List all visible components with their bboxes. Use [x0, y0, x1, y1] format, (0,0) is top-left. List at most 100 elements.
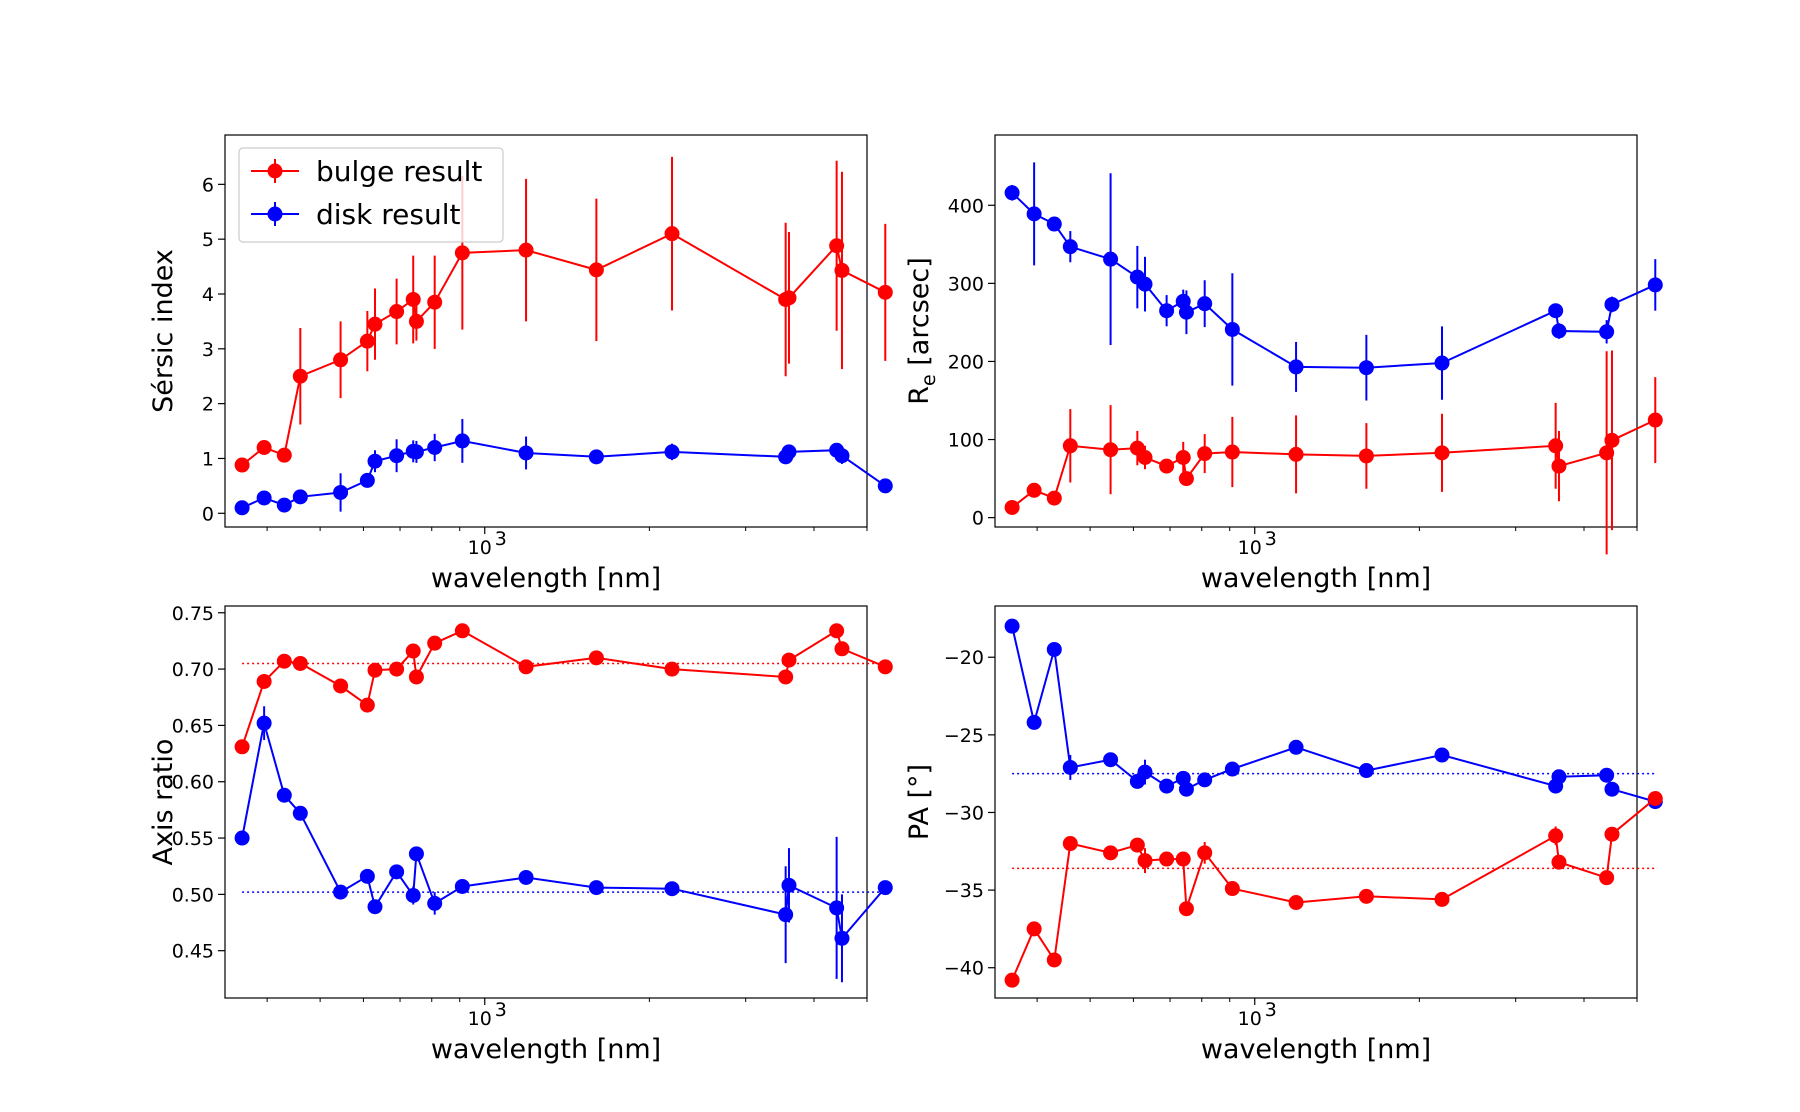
- data-point-disk: [781, 444, 797, 460]
- data-point-bulge: [292, 655, 308, 671]
- data-point-bulge: [1434, 445, 1450, 461]
- data-point-disk: [1288, 739, 1304, 755]
- data-point-disk: [1137, 764, 1153, 780]
- data-point-disk: [1358, 360, 1374, 376]
- data-point-disk: [389, 864, 405, 880]
- data-point-bulge: [1046, 490, 1062, 506]
- y-tick-label: 300: [948, 273, 984, 295]
- data-point-bulge: [389, 304, 405, 320]
- data-point-disk: [834, 930, 850, 946]
- y-axis-label-subscript: e: [918, 374, 940, 386]
- data-point-disk: [276, 497, 292, 513]
- y-tick-label: 0.65: [172, 715, 214, 737]
- data-point-bulge: [408, 669, 424, 685]
- data-point-disk: [427, 895, 443, 911]
- data-point-bulge: [1197, 446, 1213, 462]
- data-point-disk: [1159, 303, 1175, 319]
- y-tick-label: 200: [948, 351, 984, 373]
- legend-label-disk: disk result: [316, 198, 460, 231]
- x-axis-label: wavelength [nm]: [1201, 563, 1431, 594]
- data-point-disk: [234, 500, 250, 516]
- data-point-bulge: [1358, 448, 1374, 464]
- y-tick-label: 100: [948, 430, 984, 452]
- data-point-disk: [454, 878, 470, 894]
- data-point-bulge: [781, 290, 797, 306]
- data-point-disk: [333, 884, 349, 900]
- data-point-bulge: [1137, 450, 1153, 466]
- data-point-bulge: [408, 313, 424, 329]
- data-point-bulge: [359, 333, 375, 349]
- x-tick-exponent: 3: [1265, 528, 1277, 550]
- data-point-disk: [518, 445, 534, 461]
- data-point-disk: [359, 868, 375, 884]
- y-tick-label: 4: [202, 284, 214, 306]
- data-point-bulge: [1358, 888, 1374, 904]
- y-axis-label: Axis ratio: [148, 739, 179, 866]
- plot-frame: [994, 134, 1638, 528]
- data-point-disk: [408, 846, 424, 862]
- data-point-bulge: [781, 652, 797, 668]
- data-point-disk: [359, 472, 375, 488]
- data-point-bulge: [1434, 891, 1450, 907]
- data-point-bulge: [1178, 471, 1194, 487]
- data-point-disk: [834, 448, 850, 464]
- data-point-disk: [1026, 714, 1042, 730]
- data-point-bulge: [405, 643, 421, 659]
- y-axis-label: PA [°]: [904, 764, 935, 840]
- data-point-disk: [276, 787, 292, 803]
- data-point-disk: [333, 484, 349, 500]
- x-tick-label: 10: [468, 1008, 492, 1030]
- data-point-bulge: [256, 440, 272, 456]
- y-tick-label: 0: [972, 508, 984, 530]
- data-point-bulge: [1178, 901, 1194, 917]
- panel-effective-radius: 10 3 0 100 200 300 400 wavelength [nm] Re [arcse…: [904, 134, 1663, 594]
- data-point-disk: [877, 880, 893, 896]
- data-point-bulge: [1224, 444, 1240, 460]
- x-axis-label: wavelength [nm]: [1201, 1034, 1431, 1065]
- data-point-bulge: [588, 650, 604, 666]
- data-point-bulge: [778, 669, 794, 685]
- data-point-disk: [367, 899, 383, 915]
- data-point-bulge: [664, 661, 680, 677]
- y-axis-label: Re [arcsec]: [904, 257, 940, 405]
- panel-position-angle: 10 3 −40 −35 −30 −25 −20 wavelength [nm] PA [°]: [904, 605, 1663, 1065]
- data-point-bulge: [1026, 482, 1042, 498]
- y-axis-label: Sérsic index: [148, 249, 179, 413]
- y-tick-label: 3: [202, 339, 214, 361]
- plot-frame: [224, 134, 868, 528]
- data-point-bulge: [1197, 845, 1213, 861]
- y-tick-label: 400: [948, 195, 984, 217]
- x-tick-exponent: 3: [495, 999, 507, 1021]
- y-tick-label: 0.75: [172, 603, 214, 625]
- data-point-disk: [1026, 206, 1042, 222]
- plot-frame: [994, 605, 1638, 999]
- data-point-disk: [518, 869, 534, 885]
- data-point-disk: [1197, 772, 1213, 788]
- data-point-disk: [664, 444, 680, 460]
- data-point-bulge: [333, 352, 349, 368]
- x-tick-exponent: 3: [495, 528, 507, 550]
- data-point-bulge: [1062, 438, 1078, 454]
- series-line-bulge: [1011, 797, 1656, 981]
- data-point-disk: [1062, 239, 1078, 255]
- data-point-disk: [292, 805, 308, 821]
- y-axis-label-main: R: [904, 386, 935, 405]
- data-point-bulge: [389, 661, 405, 677]
- y-tick-label: 0.50: [172, 884, 214, 906]
- data-point-disk: [1548, 303, 1564, 319]
- data-point-disk: [877, 478, 893, 494]
- data-point-disk: [1004, 185, 1020, 201]
- data-point-disk: [778, 907, 794, 923]
- data-point-bulge: [1046, 952, 1062, 968]
- data-point-disk: [405, 887, 421, 903]
- data-point-disk: [1137, 276, 1153, 292]
- y-tick-label: 0.60: [172, 772, 214, 794]
- data-point-bulge: [1004, 499, 1020, 515]
- data-point-bulge: [359, 697, 375, 713]
- data-point-bulge: [1548, 828, 1564, 844]
- data-point-bulge: [367, 316, 383, 332]
- data-point-disk: [1103, 251, 1119, 267]
- panel-axis-ratio: 10 3 0.45 0.50 0.55 0.60 0.65 0.70 0.75 wavelengt…: [148, 603, 893, 1065]
- data-point-bulge: [1004, 972, 1020, 988]
- data-point-disk: [1159, 778, 1175, 794]
